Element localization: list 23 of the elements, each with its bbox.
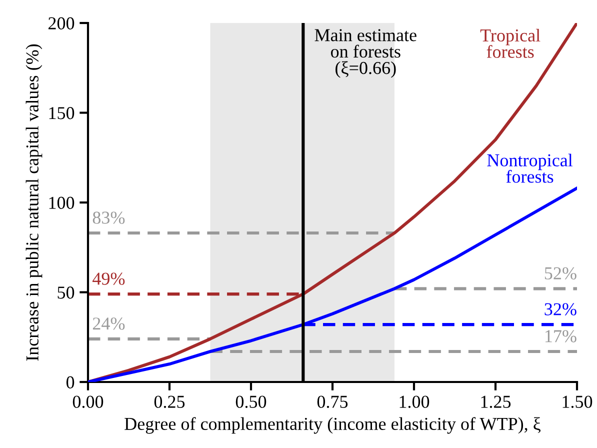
- y-tick-label: 50: [58, 286, 74, 299]
- x-axis-title: Degree of complementarity (income elasticity of WTP), ξ: [124, 417, 541, 434]
- series-label: 83%: [92, 212, 125, 224]
- x-tick-label: 0.25: [154, 396, 185, 408]
- y-tick-label: 150: [49, 107, 74, 120]
- series-label: Nontropical forests: [487, 154, 573, 183]
- x-tick-label: 0.50: [236, 396, 266, 408]
- x-tick-label: 1.00: [400, 396, 430, 408]
- series-label: Tropical forests: [480, 28, 540, 58]
- series-label: 49%: [92, 272, 125, 285]
- y-axis-title: Increase in public natural capital values (%): [26, 44, 42, 361]
- x-tick-label: 1.25: [481, 396, 511, 408]
- series-label: 32%: [544, 303, 576, 316]
- ref-line-label: Main estimate on forests (ξ=0.66): [314, 29, 416, 78]
- x-tick-label: 0.00: [72, 396, 104, 408]
- series-label: 17%: [545, 330, 576, 342]
- series-label: 52%: [544, 267, 576, 280]
- y-tick-label: 100: [49, 196, 74, 209]
- y-tick-label: 200: [48, 17, 74, 30]
- x-tick-label: 1.50: [562, 396, 592, 408]
- y-tick-label: 0: [66, 376, 74, 388]
- x-tick-label: 0.75: [317, 396, 348, 408]
- series-label: 24%: [92, 318, 125, 330]
